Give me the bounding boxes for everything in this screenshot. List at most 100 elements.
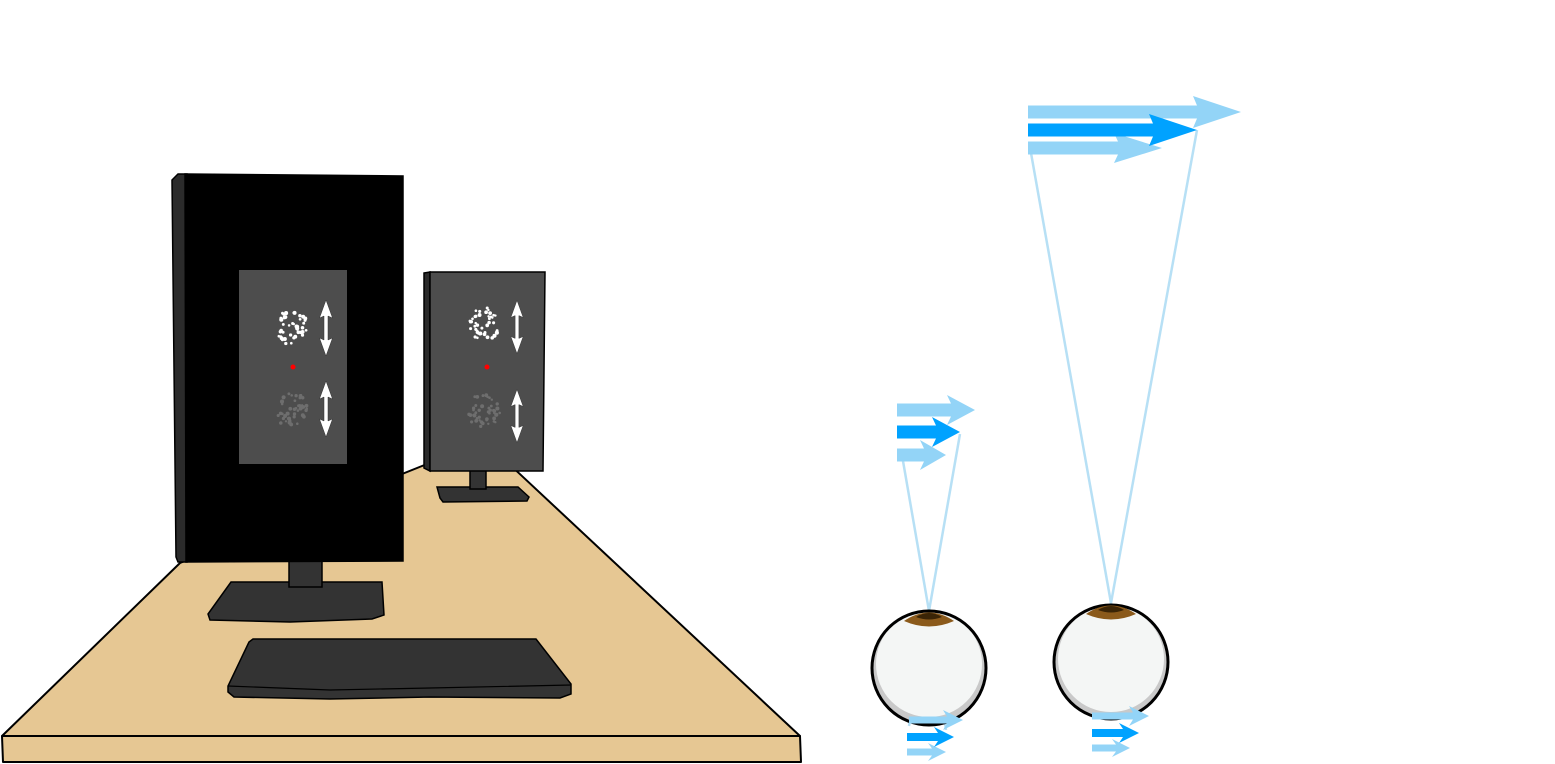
random-dot (481, 394, 485, 398)
random-dot (281, 395, 286, 400)
far-bright-dot-cloud (468, 306, 499, 340)
far-eye (1052, 603, 1170, 721)
random-dot (476, 336, 479, 340)
random-dot (305, 407, 309, 411)
object-arrow-icon (897, 417, 960, 447)
random-dot (300, 333, 305, 337)
random-dot (495, 406, 500, 411)
double-headed-arrow-icon (319, 299, 333, 357)
random-dot (492, 408, 496, 413)
random-dot (485, 335, 490, 340)
random-dot (487, 315, 490, 318)
random-dot (491, 316, 494, 319)
random-dot (294, 406, 298, 410)
random-dot (288, 419, 292, 423)
random-dot (284, 311, 288, 316)
far-motion-arrow-top (510, 299, 524, 355)
random-dot (492, 420, 496, 423)
far-object-arrows (1028, 96, 1241, 163)
random-dot (468, 320, 472, 324)
pupil (1098, 606, 1124, 613)
random-dot (478, 309, 482, 313)
near-object-arrows (897, 395, 975, 470)
random-dot (281, 416, 286, 421)
random-dot (487, 422, 490, 426)
random-dot (298, 317, 302, 321)
random-dot (480, 326, 484, 330)
random-dot (483, 330, 487, 335)
random-dot (487, 308, 490, 312)
random-dot (292, 336, 296, 340)
ray (927, 433, 962, 612)
random-dot (472, 413, 477, 418)
random-dot (287, 392, 291, 396)
object-arrow-icon (1028, 133, 1162, 163)
near-fixation-point (290, 364, 296, 370)
double-headed-arrow-icon (510, 388, 524, 444)
near-dim-dot-cloud (276, 392, 309, 427)
random-dot (473, 335, 477, 339)
random-dot (276, 413, 280, 418)
random-dot (485, 417, 489, 421)
far-fixation-point (484, 364, 490, 370)
retina-arrow-icon (1092, 723, 1139, 743)
random-dot (474, 419, 479, 423)
random-dot (299, 330, 303, 335)
retina-arrow-icon (907, 727, 954, 747)
random-dot (492, 313, 495, 317)
random-dot (299, 404, 304, 410)
random-dot (477, 313, 482, 317)
random-dot (284, 341, 288, 346)
far-eye-group (1028, 96, 1241, 757)
near-retinal-image-arrows (907, 710, 963, 761)
far-motion-arrow-bottom (510, 388, 524, 444)
random-dot (279, 317, 284, 322)
ray (1029, 152, 1113, 604)
random-dot (477, 408, 481, 413)
random-dot (280, 412, 284, 416)
object-arrow-icon (897, 395, 975, 425)
random-dot (279, 335, 283, 339)
retina-arrow-icon (1092, 706, 1149, 726)
near-monitor-stand-base (207, 581, 385, 623)
object-arrow-icon (897, 440, 946, 470)
random-dot (282, 337, 287, 341)
random-dot (293, 399, 297, 403)
random-dot (292, 322, 295, 326)
pupil (916, 613, 942, 620)
random-dot (302, 321, 306, 325)
random-dot (480, 421, 485, 426)
random-dot (279, 421, 283, 425)
random-dot (287, 324, 291, 327)
random-dot (477, 415, 481, 419)
random-dot (281, 330, 285, 334)
random-dot (484, 393, 489, 398)
random-dot (489, 404, 493, 408)
random-dot (304, 328, 308, 332)
random-dot (472, 408, 475, 412)
random-dot (494, 412, 499, 417)
random-dot (292, 412, 297, 416)
random-dot (296, 409, 300, 412)
keyboard-body (227, 638, 572, 700)
random-dot (283, 414, 288, 418)
random-dot (283, 315, 288, 319)
random-dot (279, 399, 285, 404)
random-dot (296, 330, 301, 335)
random-dot (492, 333, 497, 338)
random-dot (478, 331, 483, 336)
double-headed-arrow-icon (319, 380, 333, 438)
random-dot (495, 402, 499, 406)
near-motion-arrow-top (319, 299, 333, 357)
random-dot (474, 404, 478, 407)
eyeball (876, 611, 982, 717)
random-dot (475, 395, 480, 399)
far-dim-dot-cloud (467, 393, 501, 429)
random-dot (474, 309, 478, 313)
random-dot (487, 406, 491, 410)
random-dot (484, 310, 488, 315)
far-retinal-image-arrows (1092, 706, 1149, 757)
random-dot (292, 311, 295, 315)
random-dot (281, 322, 285, 326)
